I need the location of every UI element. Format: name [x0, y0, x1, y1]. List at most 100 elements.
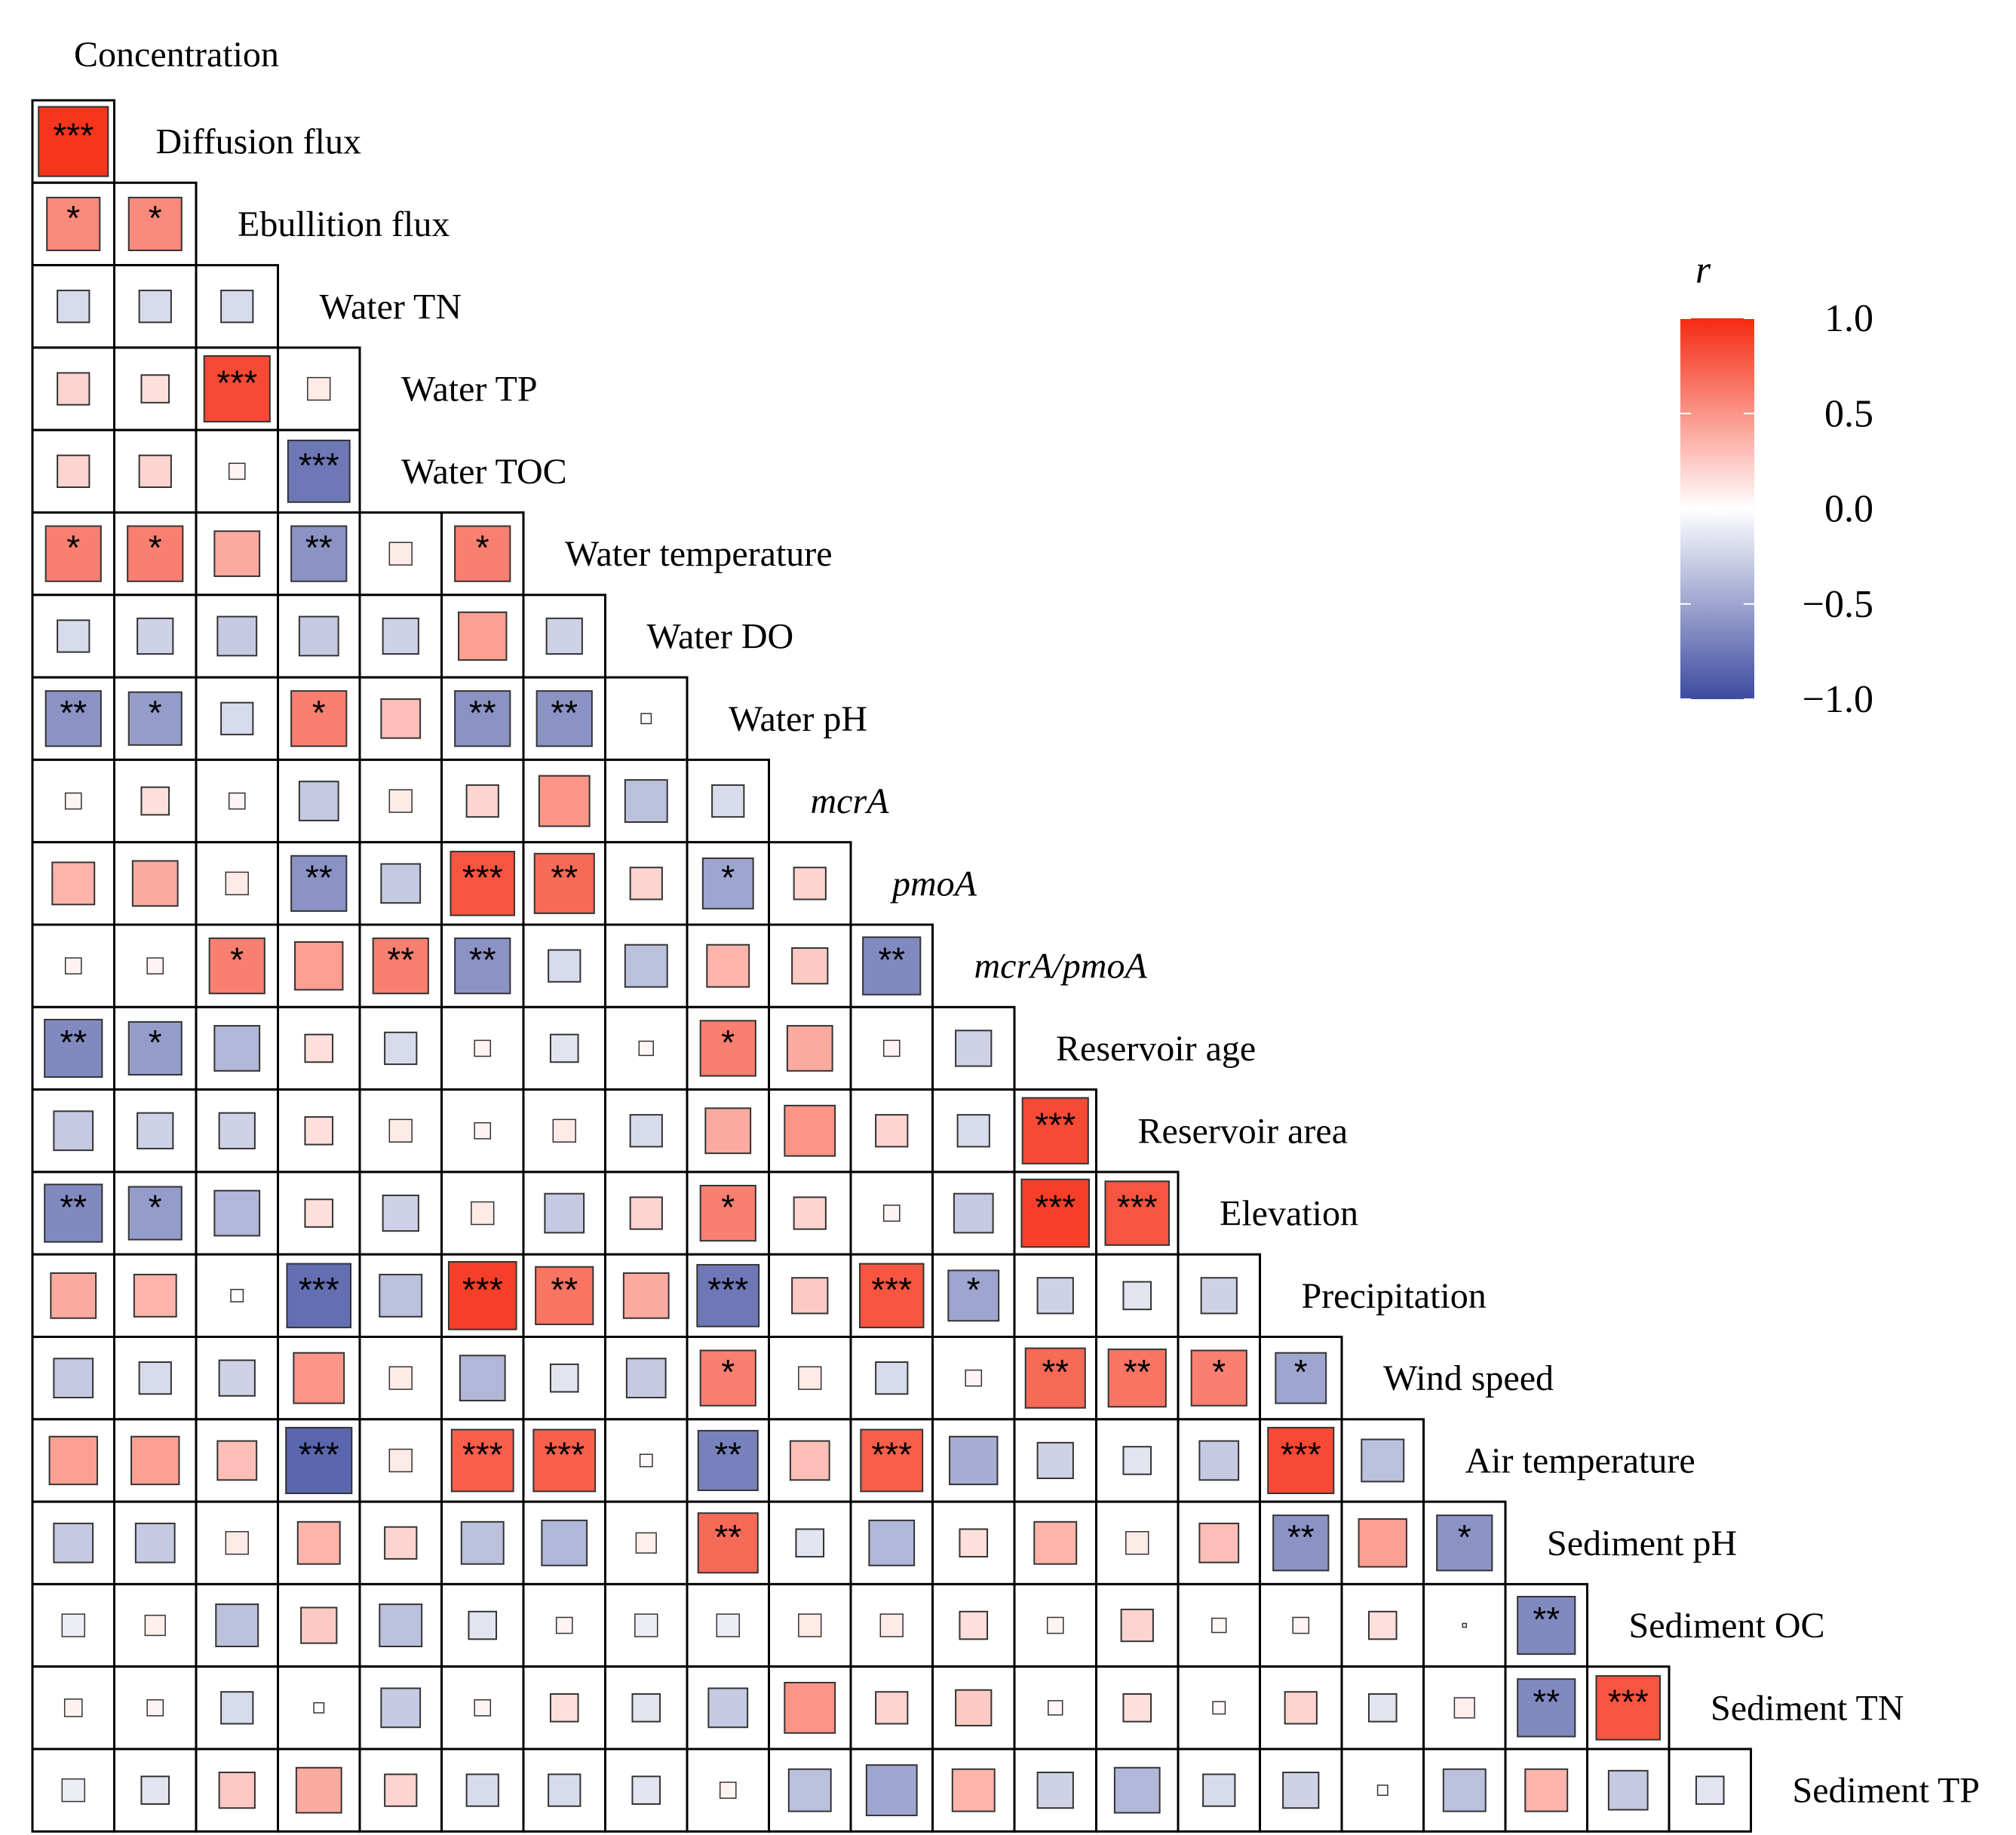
- correlation-square: [544, 1192, 585, 1234]
- correlation-square: [1104, 1180, 1171, 1246]
- correlation-square: [304, 1198, 334, 1228]
- variable-label: Sediment OC: [1629, 1606, 1825, 1646]
- significance-mark: ***: [299, 1270, 339, 1309]
- legend-tick-label: 1.0: [1824, 297, 1873, 340]
- correlation-square: [286, 1263, 352, 1329]
- correlation-square: [57, 372, 91, 406]
- correlation-square: [959, 1528, 989, 1558]
- significance-mark: **: [60, 693, 87, 732]
- correlation-square: [450, 1428, 514, 1493]
- correlation-square: [215, 1603, 259, 1648]
- correlation-square: [382, 1194, 419, 1232]
- correlation-square: [697, 1429, 759, 1491]
- correlation-square: [307, 376, 331, 401]
- correlation-square: [535, 690, 593, 747]
- significance-mark: ***: [871, 1270, 912, 1309]
- correlation-square: [1695, 1775, 1725, 1805]
- correlation-square: [228, 462, 246, 480]
- correlation-square: [140, 374, 170, 404]
- correlation-square: [624, 779, 668, 824]
- significance-mark: **: [1287, 1517, 1315, 1557]
- significance-mark: *: [1458, 1517, 1471, 1557]
- significance-mark: *: [149, 1023, 162, 1062]
- correlation-square: [218, 1112, 256, 1149]
- correlation-square: [548, 1773, 581, 1807]
- matrix-cell: [113, 1418, 198, 1503]
- correlation-square: [784, 1104, 836, 1157]
- correlation-square: [549, 1363, 579, 1393]
- significance-mark: ***: [462, 858, 503, 897]
- significance-mark: ***: [707, 1270, 748, 1309]
- significance-mark: *: [967, 1270, 980, 1309]
- correlation-square: [447, 1261, 517, 1330]
- correlation-square: [208, 937, 265, 995]
- correlation-square: [290, 525, 348, 582]
- correlation-square: [1462, 1622, 1467, 1628]
- correlation-square: [629, 1114, 663, 1148]
- legend-tick-label: −1.0: [1803, 678, 1873, 721]
- correlation-square: [1284, 1691, 1318, 1725]
- correlation-square: [388, 1118, 413, 1143]
- correlation-square: [1367, 1610, 1398, 1640]
- correlation-square: [798, 1613, 822, 1637]
- correlation-square: [545, 617, 583, 655]
- legend-tick-label: −0.5: [1803, 583, 1873, 626]
- significance-mark: **: [60, 1023, 87, 1062]
- correlation-square: [1275, 1352, 1327, 1404]
- significance-mark: *: [149, 1188, 162, 1227]
- correlation-square: [538, 775, 591, 827]
- color-legend: r 1.0 0.5 0.0 −0.5 −1.0: [1680, 249, 1873, 721]
- variable-label: Diffusion flux: [156, 122, 361, 162]
- correlation-square: [127, 525, 184, 582]
- correlation-square: [1367, 1693, 1398, 1723]
- variable-label: pmoA: [890, 864, 977, 904]
- correlation-square: [704, 1107, 752, 1155]
- correlation-square: [634, 1613, 658, 1637]
- significance-mark: ***: [462, 1435, 503, 1474]
- correlation-square: [140, 786, 170, 816]
- correlation-square: [787, 1768, 832, 1812]
- correlation-square: [1211, 1617, 1227, 1634]
- variable-label: Water DO: [647, 616, 794, 656]
- correlation-square: [1036, 1772, 1074, 1809]
- correlation-square: [697, 1512, 759, 1574]
- correlation-square: [1358, 1518, 1407, 1568]
- significance-mark: **: [1124, 1352, 1151, 1392]
- significance-mark: ***: [871, 1435, 912, 1474]
- correlation-square: [380, 1687, 422, 1729]
- correlation-square: [1021, 1097, 1089, 1165]
- correlation-square: [133, 1273, 177, 1318]
- variable-label: mcrA: [811, 781, 890, 821]
- correlation-square: [304, 1033, 334, 1063]
- variable-label: Wind speed: [1383, 1358, 1554, 1398]
- variable-label: Air temperature: [1465, 1441, 1695, 1481]
- correlation-square: [459, 1355, 506, 1402]
- correlation-square: [304, 1115, 334, 1146]
- correlation-square: [875, 1691, 909, 1725]
- variable-label: Water TP: [401, 370, 538, 410]
- correlation-square: [549, 1033, 579, 1063]
- significance-mark: *: [149, 198, 162, 238]
- variable-label: Concentration: [74, 35, 279, 75]
- correlation-square: [220, 290, 254, 324]
- correlation-square: [1595, 1675, 1662, 1741]
- correlation-square: [1024, 1347, 1086, 1409]
- correlation-square: [138, 1361, 172, 1395]
- correlation-square: [639, 1453, 653, 1468]
- correlation-square: [1046, 1616, 1064, 1634]
- correlation-square: [1120, 1608, 1154, 1643]
- correlation-square: [44, 1018, 103, 1079]
- correlation-square: [130, 1435, 180, 1486]
- correlation-square: [622, 1272, 670, 1319]
- significance-mark: **: [469, 941, 496, 980]
- correlation-square: [541, 1519, 588, 1567]
- significance-mark: ***: [53, 116, 94, 155]
- correlation-square: [707, 1687, 749, 1729]
- variable-label: Sediment TN: [1711, 1688, 1904, 1728]
- correlation-square: [51, 861, 96, 906]
- correlation-square: [127, 691, 183, 746]
- correlation-square: [947, 1269, 1000, 1322]
- correlation-square: [1036, 1277, 1074, 1315]
- correlation-square: [38, 106, 109, 177]
- correlation-square: [791, 947, 829, 985]
